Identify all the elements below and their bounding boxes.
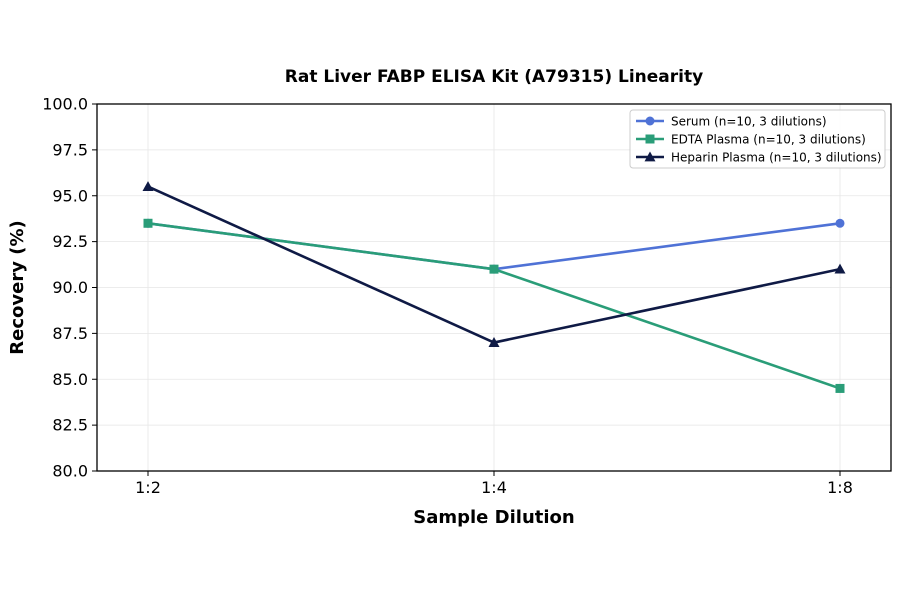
- y-axis-label: Recovery (%): [7, 220, 28, 354]
- legend-box: [629, 109, 886, 169]
- legend-label: EDTA Plasma (n=10, 3 dilutions): [671, 133, 866, 147]
- y-tick-label: 80.0: [52, 462, 88, 481]
- axis-ticks: 80.0 82.5 85.0 87.5 90.0 92.5 95.0 97.5 100.0 1:2…: [42, 95, 853, 498]
- data-point: [142, 181, 154, 191]
- y-tick-label: 92.5: [52, 232, 88, 251]
- x-tick-label: 1:4: [481, 478, 507, 497]
- y-tick-label: 87.5: [52, 324, 88, 343]
- data-point: [835, 383, 845, 393]
- data-point: [835, 218, 845, 228]
- x-axis-label: Sample Dilution: [413, 507, 574, 528]
- data-point: [834, 263, 846, 274]
- data-point: [488, 337, 500, 347]
- y-tick-label: 97.5: [52, 140, 88, 159]
- chart-title: Rat Liver FABP ELISA Kit (A79315) Linear…: [285, 67, 703, 87]
- legend-item: Serum (n=10, 3 dilutions): [636, 115, 827, 129]
- data-point: [143, 218, 153, 228]
- x-tick-label: 1:2: [135, 478, 161, 497]
- y-tick-label: 90.0: [52, 278, 88, 297]
- legend-marker: [644, 151, 656, 162]
- series-layer: [142, 181, 846, 393]
- series-2: [142, 181, 846, 347]
- y-tick-label: 82.5: [52, 416, 88, 435]
- legend-label: Serum (n=10, 3 dilutions): [671, 115, 827, 129]
- legend-label: Heparin Plasma (n=10, 3 dilutions): [671, 151, 882, 165]
- legend-item: Heparin Plasma (n=10, 3 dilutions): [636, 151, 882, 165]
- y-tick-label: 95.0: [52, 186, 88, 205]
- legend: Serum (n=10, 3 dilutions) EDTA Plasma (n=…: [629, 109, 886, 169]
- x-tick-label: 1:8: [827, 478, 853, 497]
- y-tick-label: 85.0: [52, 370, 88, 389]
- legend-marker: [645, 134, 655, 144]
- legend-marker: [645, 116, 655, 126]
- y-tick-label: 100.0: [42, 95, 88, 114]
- data-point: [489, 264, 499, 274]
- legend-item: EDTA Plasma (n=10, 3 dilutions): [636, 133, 866, 147]
